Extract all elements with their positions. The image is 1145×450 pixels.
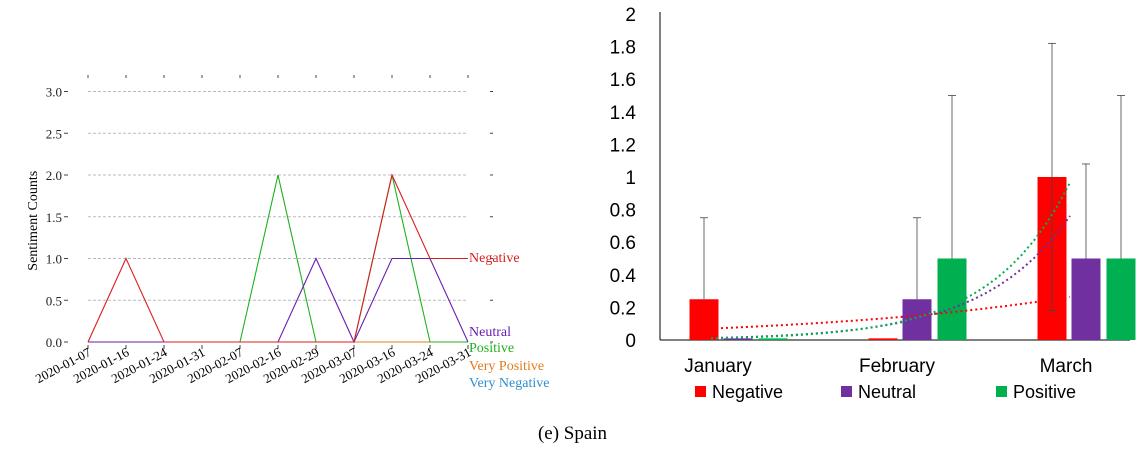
y-tick-label: 2.5 <box>46 126 62 141</box>
y-tick-label: 1.2 <box>610 135 636 156</box>
y-tick-label: 0.4 <box>610 266 637 287</box>
trendline-negative <box>710 295 1071 330</box>
category-label-march: March <box>1040 356 1093 377</box>
legend-swatch-positive <box>996 386 1007 397</box>
series-label-very-negative: Very Negative <box>469 376 549 391</box>
series-label-very-positive: Very Positive <box>469 359 544 374</box>
y-tick-label: 1.4 <box>610 103 637 124</box>
y-tick-label: 2.0 <box>46 168 62 183</box>
series-label-neutral: Neutral <box>469 325 511 340</box>
y-tick-label: 0.8 <box>610 201 636 222</box>
series-label-negative: Negative <box>469 251 520 266</box>
y-tick-label: 1.8 <box>610 38 636 59</box>
bar-negative-january <box>689 299 719 340</box>
y-tick-label: 0.0 <box>46 335 62 350</box>
trendline-neutral <box>710 215 1071 340</box>
series-label-positive: Positive <box>469 341 514 356</box>
figure-caption: (e) Spain <box>537 423 608 444</box>
y-tick-label: 0.2 <box>610 298 636 319</box>
y-axis-label: Sentiment Counts <box>26 171 41 271</box>
bar-neutral-january <box>723 338 753 340</box>
y-tick-label: 1.5 <box>46 210 62 225</box>
y-tick-label: 0.6 <box>610 233 636 254</box>
legend-label-neutral: Neutral <box>858 382 916 402</box>
legend-swatch-neutral <box>841 386 852 397</box>
trendline-positive <box>710 182 1071 340</box>
y-tick-label: 0 <box>625 331 636 352</box>
bar-negative-february <box>868 338 898 340</box>
y-tick-label: 1 <box>625 168 636 189</box>
line-series-negative <box>87 173 468 343</box>
y-tick-label: 1.6 <box>610 70 636 91</box>
bar-positive-january <box>758 338 788 340</box>
y-tick-label: 1.0 <box>46 252 62 267</box>
category-label-february: February <box>859 356 936 377</box>
y-tick-label: 3.0 <box>46 85 62 100</box>
category-label-january: January <box>684 356 752 377</box>
y-tick-label: 0.5 <box>46 293 62 308</box>
bar-neutral-march <box>1071 258 1101 340</box>
bar-positive-march <box>1106 258 1136 340</box>
legend-label-positive: Positive <box>1013 382 1076 402</box>
legend-swatch-negative <box>695 386 706 397</box>
bar-neutral-february <box>902 299 932 340</box>
bar-chart: 0 0.2 0.4 0.6 0.8 1 1.2 1.4 1.6 1.8 2 January Februa… <box>610 5 1136 402</box>
y-tick-label: 2 <box>625 5 636 26</box>
legend-label-negative: Negative <box>712 382 783 402</box>
